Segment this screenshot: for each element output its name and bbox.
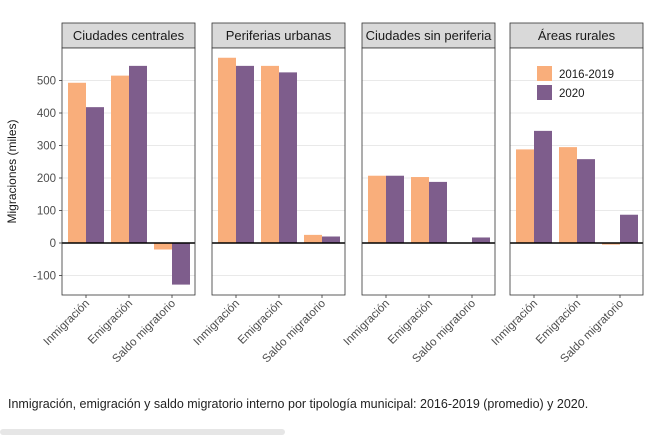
y-tick-label: 500 <box>37 76 56 88</box>
facet-title: Ciudades centrales <box>73 28 185 43</box>
y-tick-label: 0 <box>50 238 56 250</box>
bar <box>261 65 279 243</box>
figure-caption: Inmigración, emigración y saldo migrator… <box>8 397 589 411</box>
bar <box>322 236 340 243</box>
y-tick-label: 400 <box>37 108 56 120</box>
x-tick-label: Inmigración <box>42 298 93 349</box>
horizontal-scrollbar[interactable] <box>0 429 285 435</box>
bar <box>472 237 490 243</box>
bar <box>386 175 404 243</box>
x-tick-label: Inmigración <box>342 298 393 349</box>
panel-border <box>211 47 346 296</box>
facet-title: Periferias urbanas <box>226 28 332 43</box>
bar <box>411 177 429 243</box>
bar <box>620 214 638 243</box>
legend-label: 2016-2019 <box>559 69 614 81</box>
legend-swatch-2016-2019 <box>537 66 552 81</box>
bar <box>129 65 147 243</box>
bar <box>577 159 595 243</box>
bar <box>68 82 86 244</box>
x-tick-label: Inmigración <box>192 298 243 349</box>
facet-strip <box>361 22 496 49</box>
bar <box>279 72 297 243</box>
bar <box>172 243 190 285</box>
bar <box>368 175 386 243</box>
y-tick-label: 200 <box>37 173 56 185</box>
y-tick-label: 300 <box>37 141 56 153</box>
panel-border <box>509 47 644 296</box>
faceted-bar-chart: Migraciones (miles) -100 0 100 200 300 400 500 C… <box>5 22 644 365</box>
bar <box>559 147 577 243</box>
y-tick-label: -100 <box>33 271 56 283</box>
bar <box>304 234 322 243</box>
panel-background <box>362 48 495 295</box>
legend-label: 2020 <box>559 88 585 100</box>
legend-swatch-2020 <box>537 85 552 100</box>
bar <box>111 75 129 243</box>
bar <box>534 130 552 243</box>
panel-border <box>61 47 196 296</box>
bar <box>218 57 236 243</box>
facet-strip <box>509 22 644 49</box>
y-tick-label: 100 <box>37 206 56 218</box>
facet-strip <box>211 22 346 49</box>
bar <box>602 243 620 245</box>
y-axis-title: Migraciones (miles) <box>5 119 19 223</box>
facet-title: Áreas rurales <box>538 28 616 43</box>
bar <box>429 181 447 243</box>
bar <box>86 107 104 244</box>
bar <box>154 243 172 250</box>
x-tick-label: Inmigración <box>490 298 541 349</box>
bar <box>236 65 254 243</box>
bar <box>516 149 534 243</box>
panel-border <box>361 47 496 296</box>
facet-title: Ciudades sin periferia <box>366 28 493 43</box>
